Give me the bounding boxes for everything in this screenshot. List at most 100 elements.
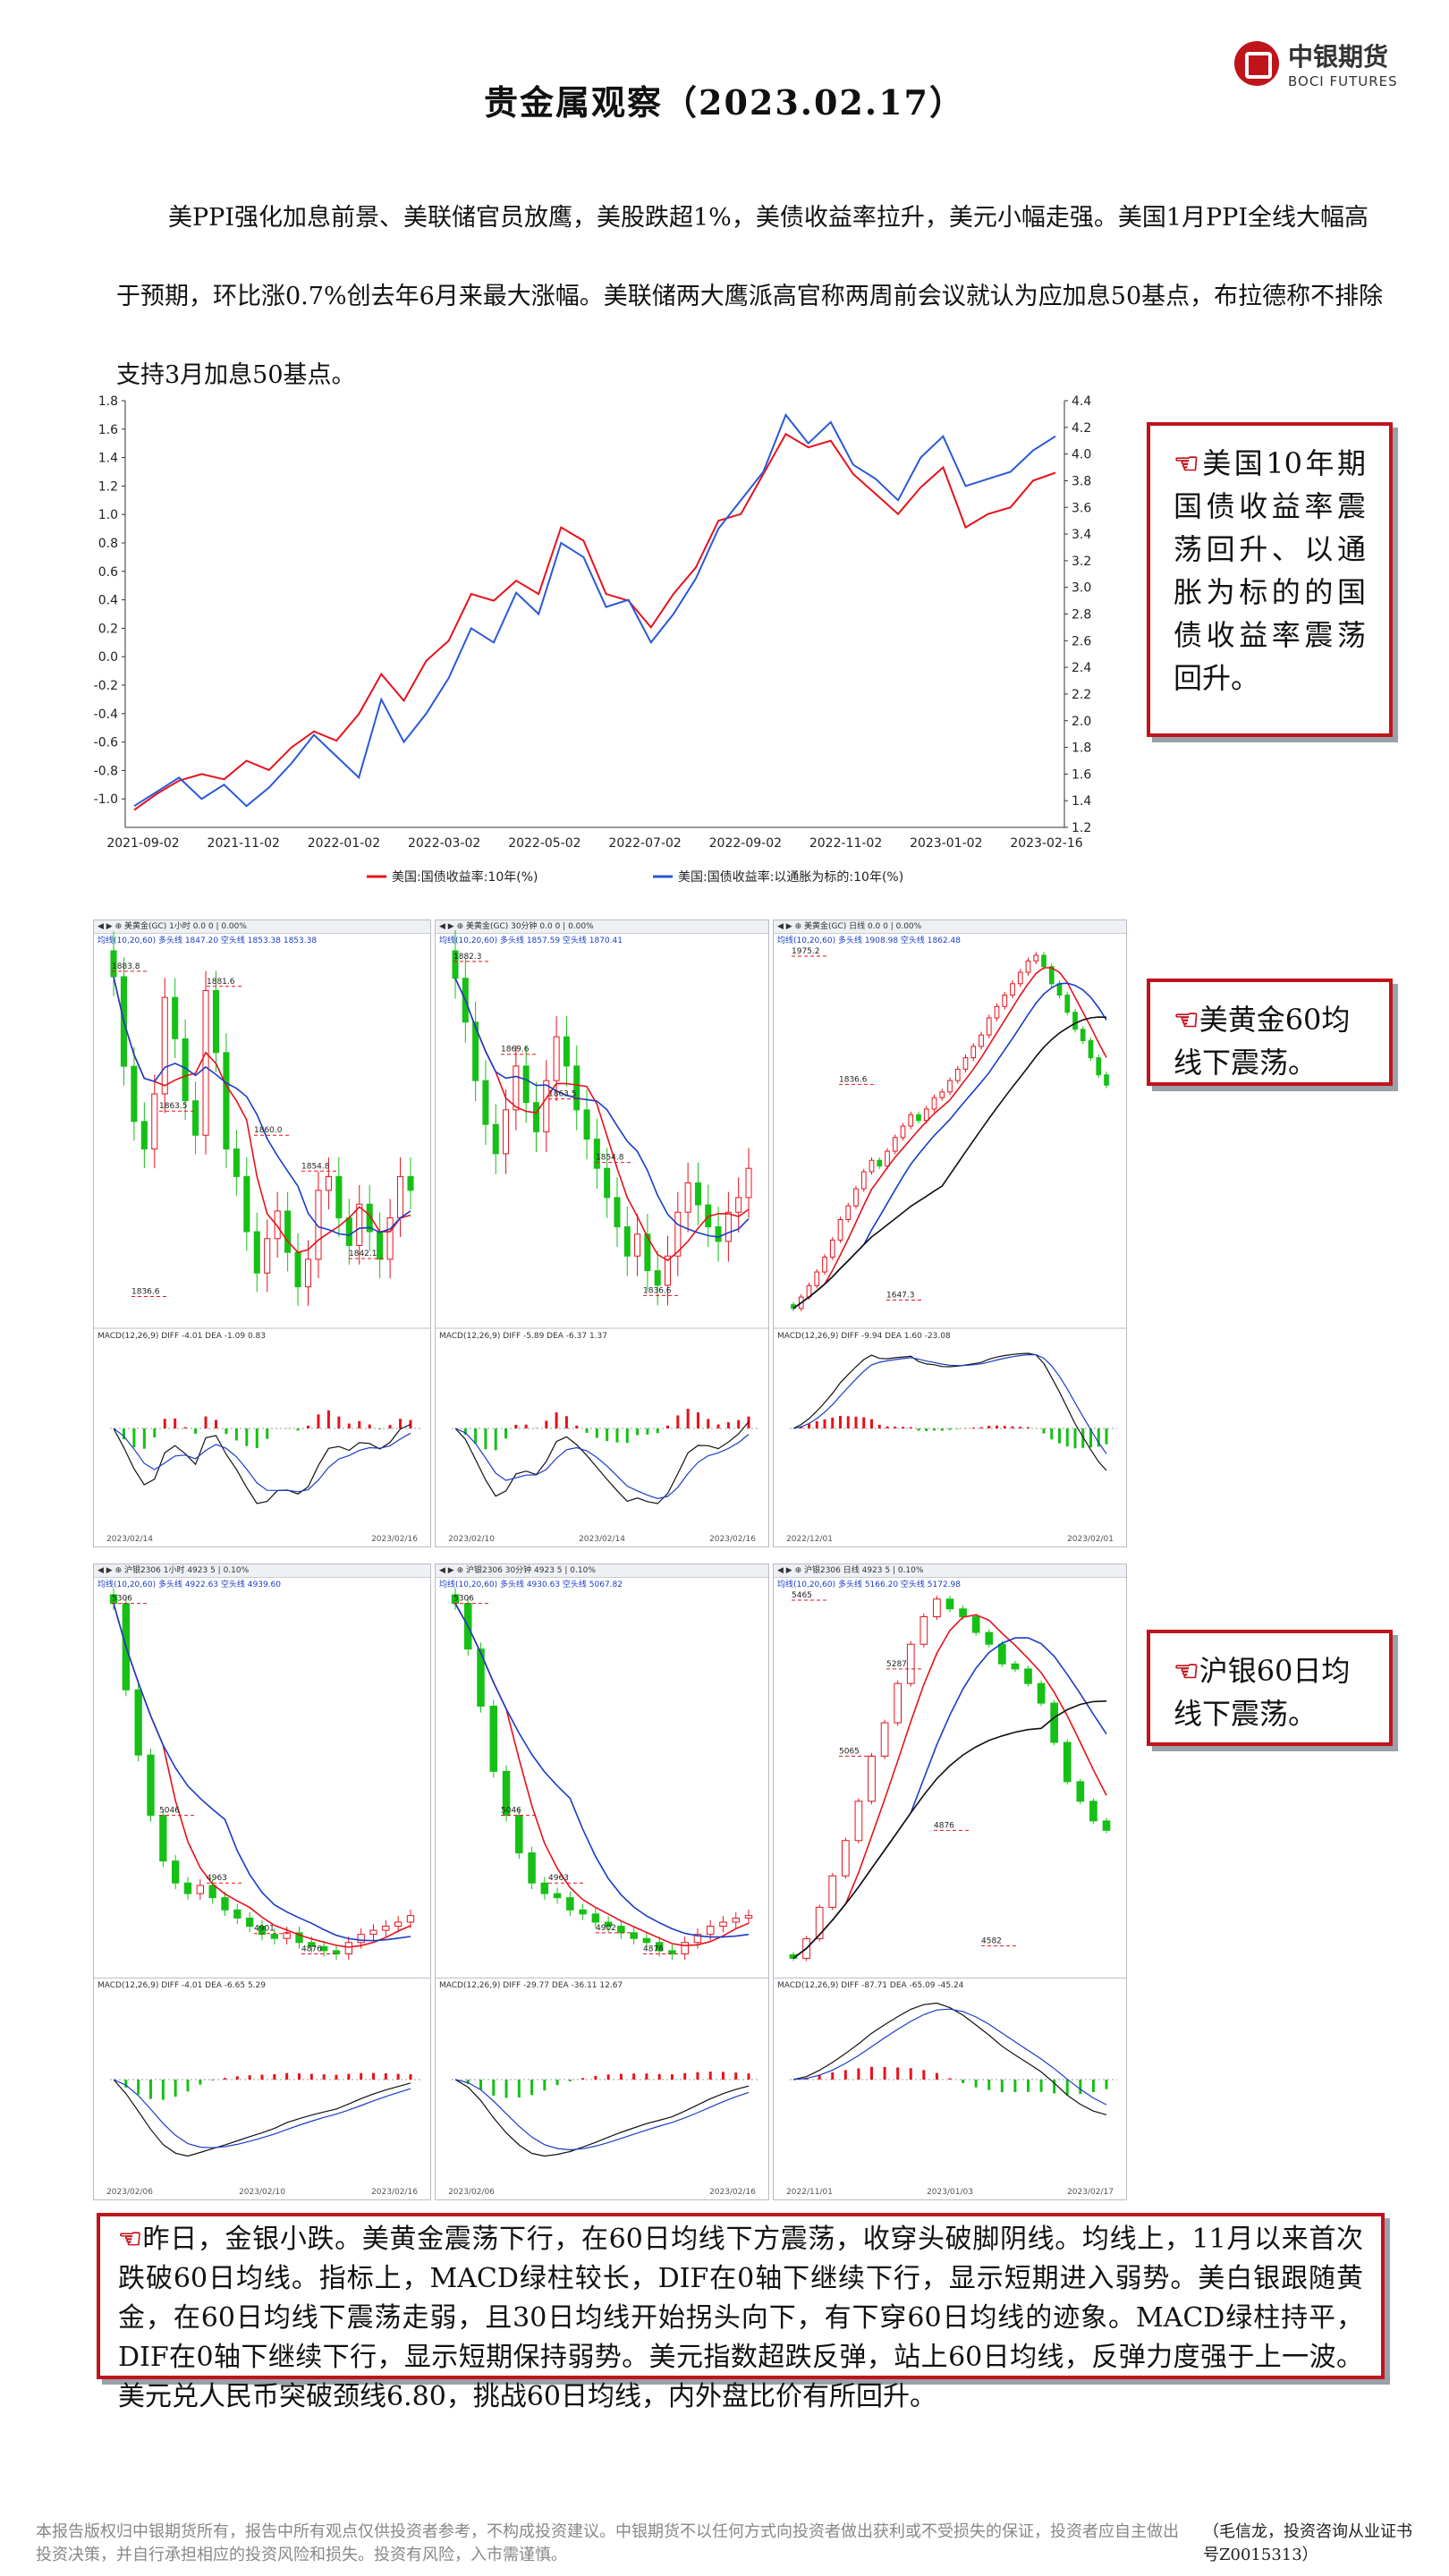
kline-chart: 5306 5046 4963 4901 4876 2023/02/06 2023/02/10… <box>94 1588 430 2197</box>
date-label: 2023/02/16 <box>709 2188 756 2197</box>
price-label: 4876 <box>934 1821 954 1830</box>
left-tick-label: -0.6 <box>94 736 118 750</box>
candle <box>320 1945 328 1952</box>
legend-label: 美国:国债收益率:以通胀为标的:10年(%) <box>678 869 903 885</box>
candle <box>654 1270 661 1286</box>
candle <box>1024 1668 1032 1684</box>
candle <box>553 1036 560 1081</box>
candle <box>407 1175 414 1191</box>
right-tick-label: 2.2 <box>1072 688 1091 702</box>
candle <box>1050 1702 1059 1743</box>
panel-toolbar[interactable]: ◀ ▶ ⊕ 美黄金(GC) 1小时 0.0 0 | 0.00% <box>94 920 430 934</box>
moving-average-line <box>792 1614 1107 1960</box>
macd-readout: MACD(12,26,9) DIFF -9.94 DEA 1.60 -23.08 <box>777 1332 951 1341</box>
candle <box>869 1159 875 1173</box>
candle <box>243 1175 250 1233</box>
right-tick-label: 3.8 <box>1072 474 1091 488</box>
candle <box>246 1917 254 1928</box>
treasury-yield-chart: 1.8 1.6 1.4 1.2 1.0 0.8 0.6 0.4 0.2 0.0 -0.2 -0.4 -0… <box>94 394 1092 885</box>
candle <box>583 1109 590 1140</box>
candle <box>845 1205 852 1220</box>
candle <box>134 1689 142 1756</box>
candle <box>377 1231 384 1260</box>
macd-line <box>113 1423 411 1504</box>
candle <box>814 1271 820 1286</box>
disclaimer: 本报告版权归中银期货所有，报告中所有观点仅供投资者参考，不构成投资建议。中银期货… <box>36 2522 1179 2564</box>
candle <box>877 1159 883 1167</box>
candle <box>1010 983 1015 996</box>
price-label: 1863.5 <box>159 1102 188 1111</box>
candle <box>970 1046 977 1059</box>
right-tick-label: 4.0 <box>1072 448 1091 462</box>
panel-toolbar[interactable]: ◀ ▶ ⊕ 沪银2306 日线 4923 5 | 0.10% <box>774 1564 1126 1578</box>
panel-toolbar[interactable]: ◀ ▶ ⊕ 沪银2306 1小时 4923 5 | 0.10% <box>94 1564 430 1578</box>
candle <box>1072 1012 1078 1030</box>
panel-toolbar[interactable]: ◀ ▶ ⊕ 美黄金(GC) 30分钟 0.0 0 | 0.00% <box>436 920 768 934</box>
summary-box: ☜昨日，金银小跌。美黄金震荡下行，在60日均线下方震荡，收穿头破脚阴线。均线上，… <box>97 2213 1385 2412</box>
price-label: 1647.3 <box>886 1292 915 1301</box>
candle <box>131 1065 138 1123</box>
candle <box>513 1065 520 1111</box>
candle <box>1025 960 1031 973</box>
ma-readout: 均线(10,20,60) 多头线 4922.63 空头线 4939.60 <box>97 1580 281 1589</box>
candle <box>253 1231 260 1274</box>
candle <box>477 1648 485 1707</box>
price-label: 1836.6 <box>839 1075 868 1084</box>
right-tick-label: 1.2 <box>1072 821 1091 835</box>
panel-toolbar[interactable]: ◀ ▶ ⊕ 美黄金(GC) 日线 0.0 0 | 0.00% <box>774 920 1126 934</box>
macd-line <box>792 2002 1107 2115</box>
right-tick-label: 3.2 <box>1072 555 1091 569</box>
candle <box>140 1121 148 1150</box>
x-tick-label: 2022-05-02 <box>508 836 580 851</box>
price-label: 4902 <box>596 1924 616 1933</box>
candle <box>325 1175 332 1191</box>
candle <box>947 1080 953 1093</box>
logo-en-text: BOCI FUTURES <box>1288 73 1398 89</box>
date-label: 2022/12/01 <box>786 1535 833 1544</box>
macd-line <box>792 2008 1107 2106</box>
candle <box>284 1210 292 1253</box>
candle <box>489 1705 498 1772</box>
candle <box>212 989 220 1054</box>
candle <box>1056 983 1063 996</box>
macd-line <box>113 1428 411 1493</box>
moving-average-line <box>454 978 750 1238</box>
date-label: 2023/02/14 <box>106 1535 153 1544</box>
left-tick-label: 0.4 <box>98 594 118 608</box>
date-label: 2023/02/01 <box>1067 1535 1114 1544</box>
candle <box>854 1801 863 1842</box>
candle <box>357 1934 365 1944</box>
candle <box>868 1755 876 1802</box>
pointing-hand-icon: ☜ <box>1174 446 1199 480</box>
price-label: 5306 <box>453 1595 474 1604</box>
candle <box>159 1815 167 1862</box>
right-tick-label: 2.8 <box>1072 608 1091 623</box>
boc-logo-icon <box>1234 41 1279 86</box>
silver-30m-panel: ◀ ▶ ⊕ 沪银2306 30分钟 4923 5 | 0.10% 均线(10,20… <box>435 1563 769 2200</box>
candle <box>979 1034 984 1047</box>
candle <box>892 1137 898 1152</box>
candle <box>522 1065 530 1104</box>
candle <box>908 1114 914 1127</box>
ma-readout: 均线(10,20,60) 多头线 4930.63 空头线 5067.82 <box>439 1580 623 1589</box>
candle <box>994 1005 1000 1019</box>
candle <box>335 1175 343 1219</box>
left-tick-label: -0.8 <box>94 764 118 778</box>
candle <box>923 1108 929 1122</box>
candle <box>900 1125 906 1139</box>
candle <box>841 1840 850 1877</box>
candle <box>604 1921 613 1928</box>
panel-toolbar[interactable]: ◀ ▶ ⊕ 沪银2306 30分钟 4923 5 | 0.10% <box>436 1564 768 1578</box>
macd-readout: MACD(12,26,9) DIFF -4.01 DEA -6.65 5.29 <box>97 1981 266 1991</box>
price-label: 5046 <box>501 1807 521 1816</box>
price-label: 1854.8 <box>596 1154 624 1163</box>
price-label: 1842.1 <box>349 1250 377 1258</box>
moving-average-line <box>792 1700 1107 1960</box>
callout-silver-text: 沪银60日均线下震荡。 <box>1174 1654 1351 1731</box>
left-tick-label: 0.0 <box>98 650 118 665</box>
candle <box>202 989 209 1136</box>
x-tick-label: 2022-03-02 <box>408 836 480 851</box>
kline-chart: 1882.3 1869.6 1863.5 1854.8 1836.6 2023/02/10… <box>436 929 768 1544</box>
candle <box>1017 971 1023 985</box>
candle <box>566 1897 574 1911</box>
